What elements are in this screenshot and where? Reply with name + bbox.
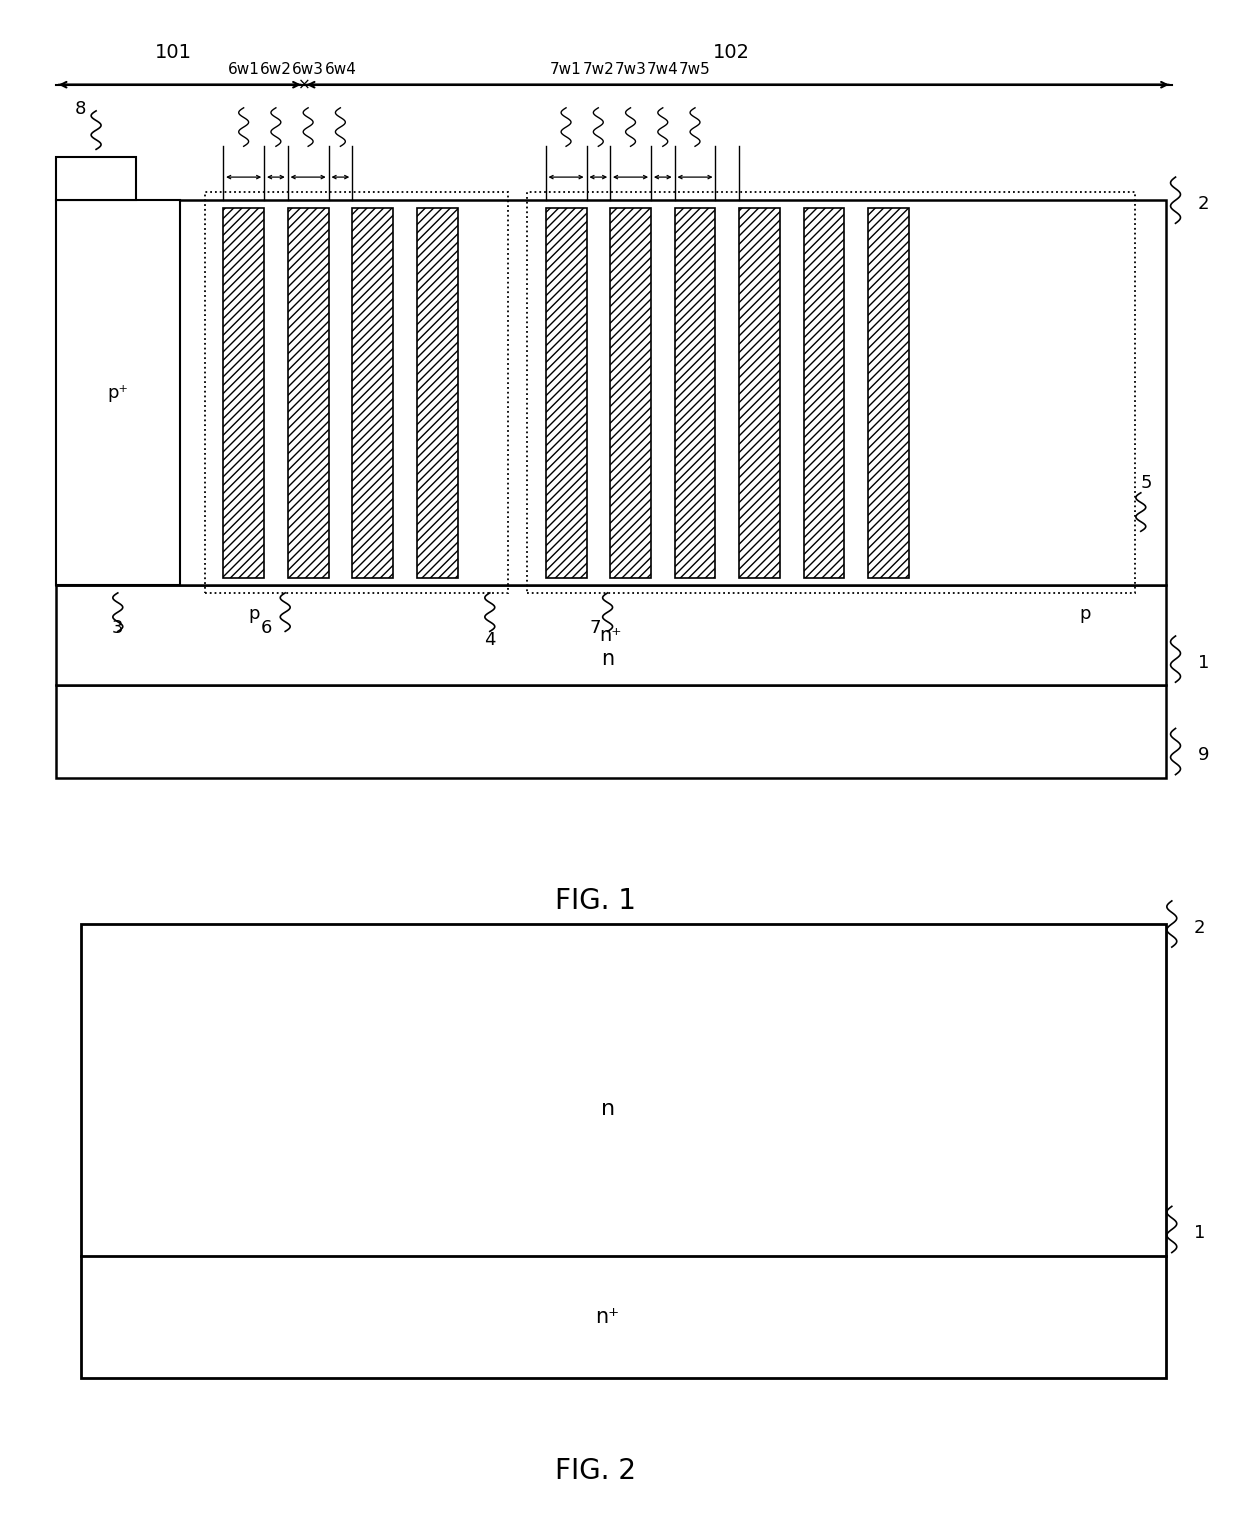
Bar (205, 192, 508, 593)
Bar (868, 208, 909, 578)
Text: p: p (1079, 605, 1091, 624)
Text: p: p (248, 605, 260, 624)
Bar (56, 200, 180, 585)
Text: n: n (601, 650, 614, 668)
Bar (56, 585, 1166, 685)
Text: n: n (600, 1100, 615, 1118)
Text: 7w1: 7w1 (551, 62, 582, 77)
Text: 7: 7 (589, 619, 601, 638)
Text: 6: 6 (260, 619, 273, 638)
Text: 2: 2 (1194, 919, 1205, 936)
Bar (288, 208, 329, 578)
Text: 1: 1 (1194, 1224, 1205, 1243)
Bar (804, 208, 844, 578)
Bar (223, 208, 264, 578)
Text: 5: 5 (1141, 474, 1152, 493)
Text: 101: 101 (155, 43, 192, 62)
Text: 8: 8 (74, 100, 87, 119)
Bar (56, 685, 1166, 778)
Text: 6w3: 6w3 (293, 62, 324, 77)
Bar (56, 157, 136, 200)
Text: p⁺: p⁺ (108, 383, 128, 402)
Text: FIG. 2: FIG. 2 (554, 1457, 636, 1485)
Text: 7w2: 7w2 (583, 62, 614, 77)
Text: 1: 1 (1198, 654, 1209, 671)
Text: 3: 3 (112, 619, 124, 638)
Text: n⁺: n⁺ (599, 625, 622, 645)
Text: 7w5: 7w5 (680, 62, 711, 77)
Text: n⁺: n⁺ (595, 1307, 620, 1326)
Bar (352, 208, 393, 578)
Bar (527, 192, 1135, 593)
Text: 7w4: 7w4 (647, 62, 678, 77)
Bar (610, 208, 651, 578)
Text: 6w1: 6w1 (228, 62, 259, 77)
Bar (56, 200, 1166, 585)
Bar (81, 924, 1166, 1378)
Text: 2: 2 (1198, 196, 1209, 213)
Bar (417, 208, 458, 578)
Text: 7w3: 7w3 (615, 62, 646, 77)
Bar (675, 208, 715, 578)
Bar (739, 208, 780, 578)
Text: ×: × (298, 77, 310, 92)
Text: 102: 102 (713, 43, 750, 62)
Text: 6w2: 6w2 (260, 62, 291, 77)
Text: FIG. 1: FIG. 1 (554, 887, 636, 915)
Bar (546, 208, 587, 578)
Text: 6w4: 6w4 (325, 62, 356, 77)
Text: 9: 9 (1198, 747, 1209, 764)
Text: 4: 4 (484, 631, 496, 650)
